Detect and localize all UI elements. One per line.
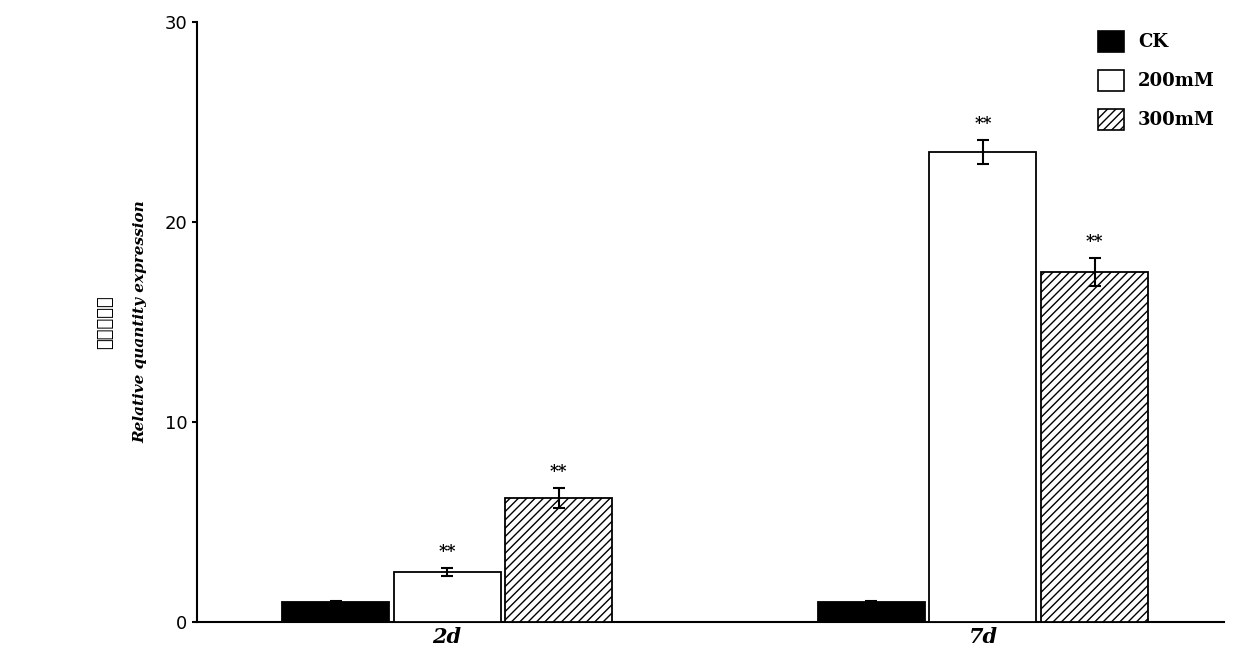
Bar bbox=[1041, 272, 1149, 622]
Text: **: ** bbox=[550, 463, 567, 480]
Bar bbox=[818, 602, 924, 622]
Legend: CK, 200mM, 300mM: CK, 200mM, 300mM bbox=[1099, 31, 1215, 130]
Text: 相对表达量: 相对表达量 bbox=[95, 295, 114, 349]
Bar bbox=[282, 602, 389, 622]
Bar bbox=[394, 572, 501, 622]
Text: **: ** bbox=[439, 543, 456, 560]
Bar bbox=[929, 152, 1037, 622]
Text: Relative quantity expression: Relative quantity expression bbox=[134, 201, 147, 444]
Text: **: ** bbox=[974, 115, 991, 132]
Text: **: ** bbox=[1085, 233, 1103, 250]
Bar bbox=[506, 498, 612, 622]
